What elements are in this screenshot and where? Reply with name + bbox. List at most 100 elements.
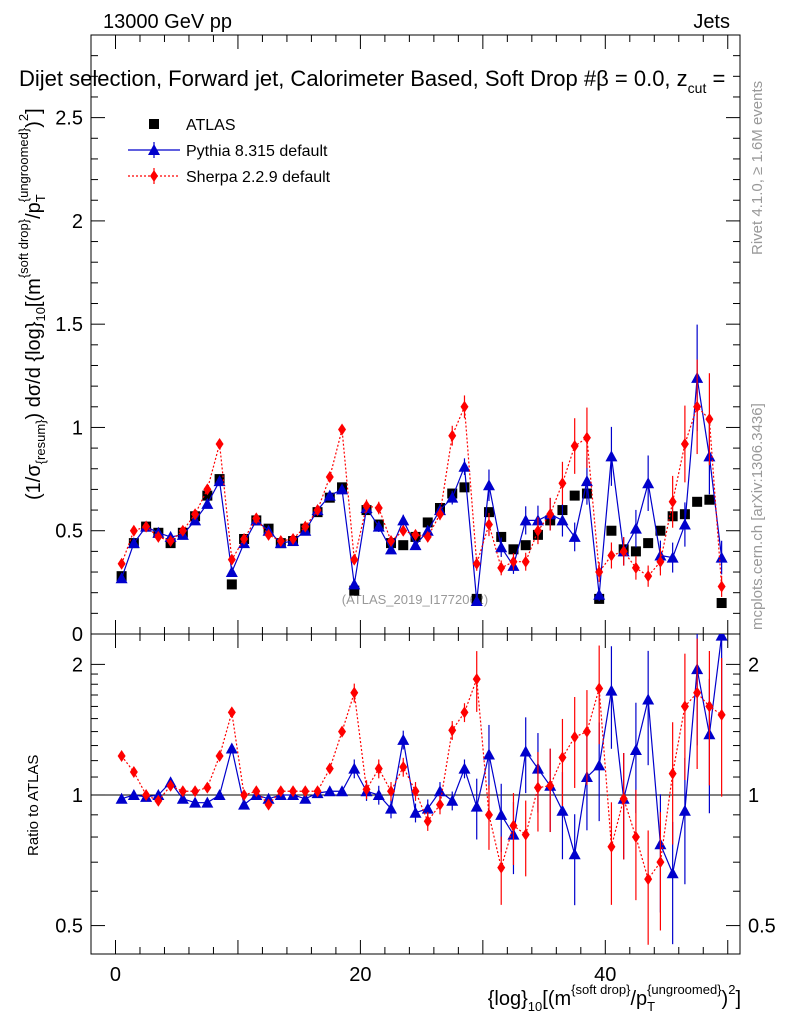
sherpa-point [497, 861, 506, 874]
sherpa-point [399, 761, 408, 774]
sherpa-point [166, 535, 175, 548]
pythia-point [482, 479, 495, 491]
main-ytick-label: 2.5 [55, 108, 83, 130]
atlas-point [716, 598, 727, 609]
pythia-point [458, 762, 471, 774]
sherpa-point [448, 724, 457, 737]
pythia-point [225, 742, 238, 754]
pythia-point [568, 530, 581, 542]
pythia-point [421, 802, 434, 814]
sherpa-point [203, 781, 212, 794]
sherpa-point [142, 520, 151, 533]
sherpa-point [582, 725, 591, 738]
sherpa-point [631, 831, 640, 844]
category-label: Jets [693, 11, 730, 33]
atlas-point [226, 579, 237, 590]
sherpa-point [227, 706, 236, 719]
ratio-ytick-label: 2 [72, 654, 83, 676]
sherpa-point [521, 828, 530, 841]
pythia-point [629, 743, 642, 755]
sherpa-point [117, 557, 126, 570]
pythia-point [213, 475, 226, 487]
pythia-point [715, 551, 728, 563]
sherpa-point [448, 429, 457, 442]
sherpa-point [142, 788, 151, 801]
pythia-point [593, 588, 606, 600]
atlas-point [643, 538, 654, 549]
sherpa-point [509, 819, 518, 832]
sherpa-point [680, 437, 689, 450]
pythia-point [225, 566, 238, 578]
pythia-point [238, 798, 251, 810]
atlas-point [520, 540, 531, 551]
pythia-point [336, 785, 349, 797]
sherpa-point [191, 785, 200, 798]
sherpa-point [656, 856, 665, 869]
main-axes: 0 0.5 1 1.5 2 2.5 [55, 35, 740, 646]
sherpa-point [129, 524, 138, 537]
mcplots-label: mcplots.cern.ch [arXiv:1306.3436] [749, 403, 766, 630]
xtick-label: 20 [349, 964, 371, 986]
plot-title: Dijet selection, Forward jet, Calorimete… [19, 66, 725, 96]
atlas-point [692, 496, 703, 507]
sherpa-point [399, 524, 408, 537]
pythia-line [121, 377, 723, 602]
sherpa-point [313, 504, 322, 517]
pythia-line [121, 635, 723, 876]
pythia-point [629, 522, 642, 534]
sherpa-point [423, 530, 432, 543]
legend-label: ATLAS [186, 117, 236, 134]
pythia-point [470, 594, 483, 606]
sherpa-point [607, 549, 616, 562]
sherpa-point [668, 767, 677, 780]
sherpa-point [325, 762, 334, 775]
sherpa-point [705, 413, 714, 426]
sherpa-point [570, 440, 579, 453]
main-y-axis-label: (1/σ{resum}) dσ/d {log}10[(m{soft drop}/… [16, 108, 48, 500]
atlas-point [349, 585, 360, 596]
pythia-point [127, 788, 140, 800]
atlas-point [655, 525, 666, 536]
sherpa-point [435, 798, 444, 811]
sherpa-point [631, 561, 640, 574]
sherpa-point [680, 700, 689, 713]
sherpa-point [595, 682, 604, 695]
pythia-point [397, 514, 410, 526]
sherpa-point [178, 785, 187, 798]
title-beta: β = 0.0, z [596, 66, 688, 91]
pythia-point [642, 477, 655, 489]
sherpa-point [435, 508, 444, 521]
sherpa-point [338, 725, 347, 738]
sherpa-point [484, 518, 493, 531]
pythia-point [519, 514, 532, 526]
pythia-point [348, 578, 361, 590]
pythia-point [593, 759, 606, 771]
xtick-label: 40 [594, 964, 616, 986]
sherpa-point [595, 566, 604, 579]
sherpa-point [227, 553, 236, 566]
sherpa-point [509, 555, 518, 568]
pythia-point [458, 460, 471, 472]
ratio-axes: 0 20 40 0.5 0.5 1 1 2 2 [55, 634, 776, 986]
sherpa-point [411, 528, 420, 541]
sherpa-point [668, 495, 677, 508]
pythia-point [433, 785, 446, 797]
sherpa-point [472, 673, 481, 686]
atlas-point [606, 525, 617, 536]
legend: ATLAS Pythia 8.315 default Sherpa 2.2.9 de… [128, 117, 331, 186]
sherpa-point [558, 751, 567, 764]
atlas-point [704, 494, 715, 505]
sherpa-point [644, 873, 653, 886]
sherpa-point [411, 785, 420, 798]
title-equals: = [706, 66, 725, 91]
pythia-point [176, 792, 189, 804]
sherpa-point [264, 528, 273, 541]
ratio-ytick-label: 1 [72, 785, 83, 807]
sherpa-point [546, 779, 555, 792]
analysis-watermark: (ATLAS_2019_I1772062) [342, 592, 488, 607]
sherpa-point [644, 570, 653, 583]
sherpa-point [460, 400, 469, 413]
main-ytick-label: 0 [72, 624, 83, 646]
pythia-point [189, 796, 202, 808]
